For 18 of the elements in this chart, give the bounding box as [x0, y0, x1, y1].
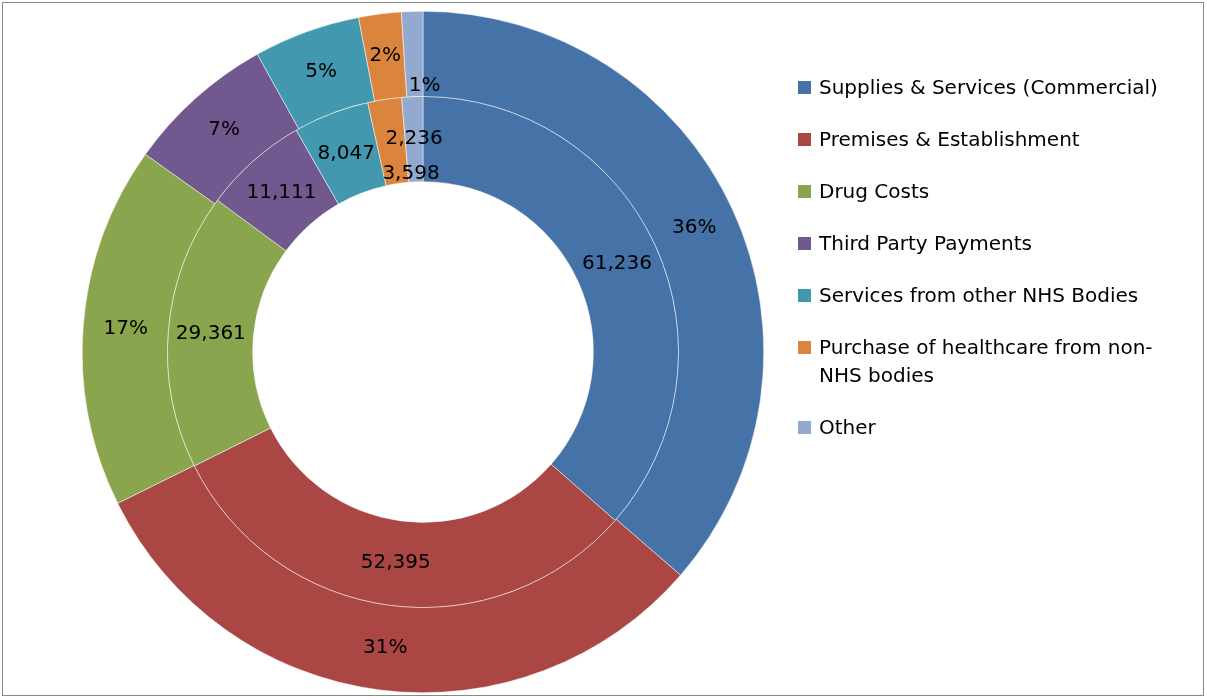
data-label: 36%	[671, 214, 717, 239]
data-label: 11,111	[246, 179, 317, 204]
data-label: 52,395	[360, 549, 431, 574]
legend-label: Other	[819, 414, 876, 441]
data-label: 31%	[363, 633, 408, 658]
data-label: 2%	[369, 42, 402, 67]
data-label: 8,047	[317, 139, 375, 164]
legend-label: Drug Costs	[819, 178, 930, 205]
data-label: 29,361	[175, 319, 246, 344]
data-label: 5%	[305, 58, 337, 83]
legend-label: Purchase of healthcare from non-NHS bodies	[819, 334, 1154, 389]
legend-label: Premises & Establishment	[819, 126, 1080, 153]
data-label: 7%	[208, 116, 241, 140]
data-label: 61,236	[581, 250, 652, 275]
legend-label: Third Party Payments	[819, 230, 1033, 257]
legend-label: Services from other NHS Bodies	[819, 282, 1139, 309]
legend-label: Supplies & Services (Commercial)	[819, 74, 1158, 101]
data-label: 17%	[103, 314, 149, 339]
